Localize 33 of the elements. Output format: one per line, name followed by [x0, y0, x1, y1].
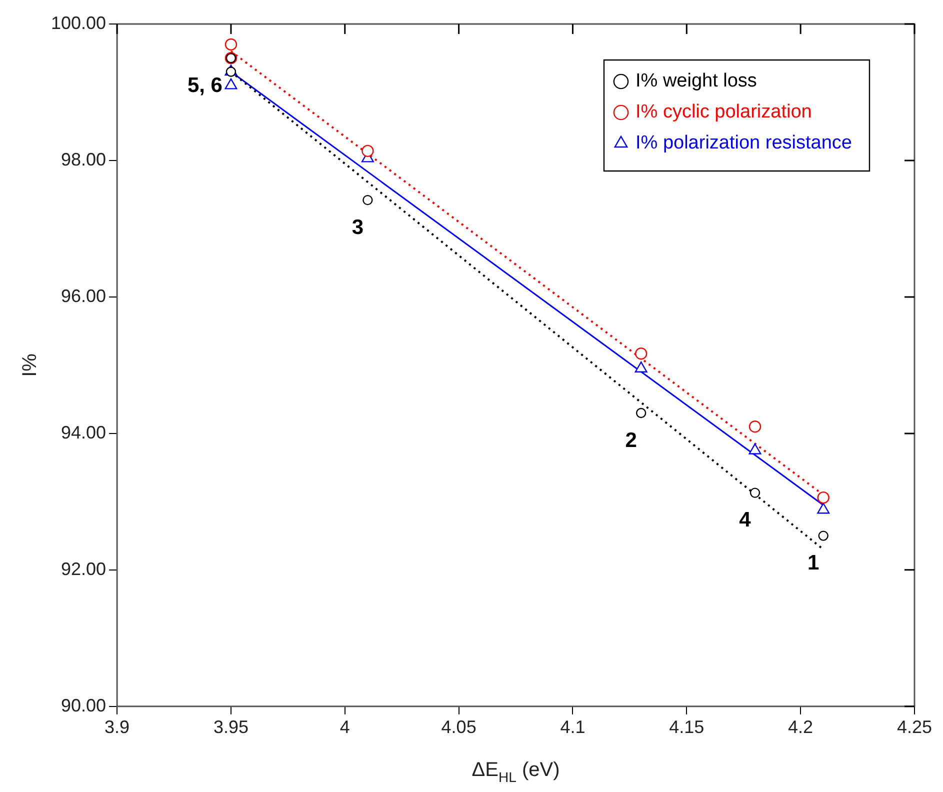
- annotation: 1: [808, 552, 820, 575]
- point: [636, 408, 646, 418]
- x-tick-label: 3.9: [104, 717, 130, 738]
- point: [817, 491, 830, 504]
- x-tick-label: 4.15: [669, 717, 704, 738]
- x-tick-label: 4: [340, 717, 350, 738]
- y-tick-label: 98.00: [61, 149, 106, 170]
- y-axis-title: I%: [19, 353, 41, 377]
- x-tick-label: 4.2: [788, 717, 814, 738]
- y-tick-label: 94.00: [61, 422, 106, 442]
- annotation: 5, 6: [187, 74, 222, 97]
- annotation: 3: [352, 216, 364, 239]
- legend-label: I% polarization resistance: [635, 132, 852, 154]
- point: [226, 66, 236, 77]
- x-tick-label: 4.05: [441, 717, 476, 738]
- y-tick-label: 90.00: [61, 695, 106, 716]
- point: [748, 420, 762, 433]
- point: [634, 348, 648, 360]
- y-tick-label: 96.00: [61, 286, 106, 306]
- legend-label: I% cyclic polarization: [635, 102, 812, 123]
- y-tick-label: 92.00: [61, 558, 106, 579]
- point: [818, 530, 828, 541]
- point: [362, 144, 374, 158]
- x-tick-label: 4.25: [896, 717, 932, 738]
- x-tick-label: 4.1: [560, 717, 586, 738]
- annotation: 4: [739, 508, 752, 532]
- y-tick-label: 100.00: [50, 12, 106, 33]
- legend-label: I% weight loss: [635, 70, 757, 92]
- annotation: 2: [625, 428, 637, 452]
- point: [750, 488, 760, 498]
- point: [224, 38, 238, 51]
- x-tick-label: 3.95: [213, 717, 248, 738]
- point: [362, 194, 373, 206]
